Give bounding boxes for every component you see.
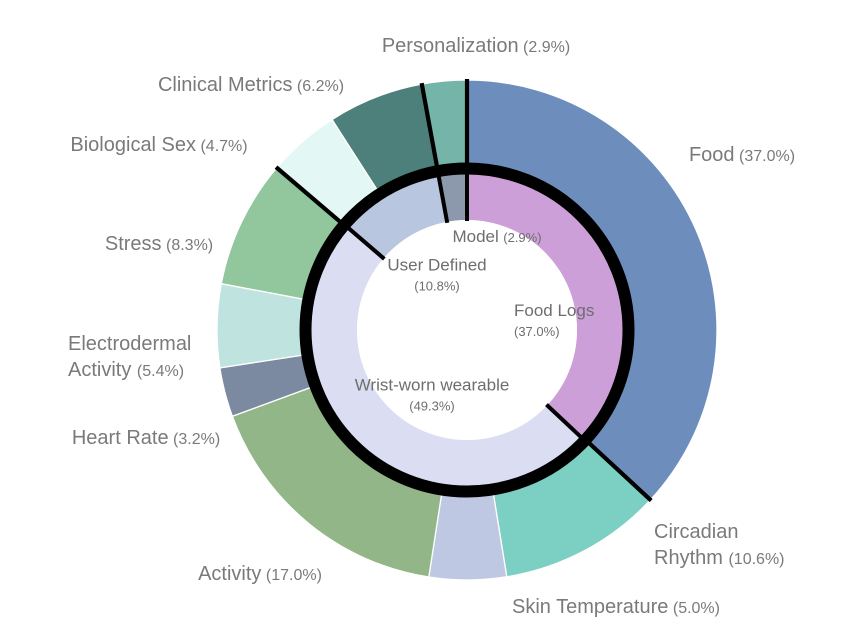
inner-segment-wrist-worn-wearable [309,227,582,488]
circadian-rhythm-name-line1: Circadian [654,519,785,545]
inner-label-user-defined: User Defined (10.8%) [387,255,486,298]
user-defined-pct: (10.8%) [414,279,460,294]
stress-name: Stress [104,233,162,255]
inner-ring-black-border [299,162,635,498]
user-defined-name-line: User Defined [387,255,486,277]
electrodermal-activity-name: Electrodermal [68,333,192,355]
outer-label-activity: Activity (17.0%) [198,561,322,587]
inner-label-model: Model (2.9%) [452,226,541,248]
food-logs-pct-line: (37.0%) [514,322,594,342]
donut-center-hole [357,220,577,440]
personalization-name: Personalization [381,35,519,57]
inner-label-wrist-worn-wearable: Wrist-worn wearable (49.3%) [355,375,510,418]
activity-name: Activity [198,563,262,585]
user-defined-name: User Defined [387,255,487,275]
outer-segment-skin-temperature [428,493,508,581]
outer-label-food: Food (37.0%) [689,142,795,168]
outer-label-circadian-rhythm: Circadian Rhythm (10.6%) [654,519,785,571]
inner-segment-food-logs [467,173,624,438]
outer-label-heart-rate: Heart Rate (3.2%) [72,425,220,451]
outer-group-divider-line-1 [584,438,653,503]
outer-group-divider-line-2 [274,165,346,227]
clinical-metrics-name: Clinical Metrics [157,74,293,96]
heart-rate-name: Heart Rate [71,427,169,449]
clinical-metrics-pct: (6.2%) [296,78,345,95]
food-pct: (37.0%) [739,148,796,165]
outer-label-personalization: Personalization (2.9%) [382,33,570,59]
model-name: Model [452,226,499,246]
outer-label-biological-sex: Biological Sex (4.7%) [70,132,247,158]
electrodermal-activity-pct: (5.4%) [136,363,185,380]
personalization-pct: (2.9%) [523,39,571,56]
inner-segment-user-defined [347,175,448,259]
wrist-worn-wearable-name-line: Wrist-worn wearable [355,375,510,397]
circadian-rhythm-name-line2: Rhythm (10.6%) [654,547,785,569]
wrist-worn-wearable-pct: (49.3%) [409,399,455,414]
food-name: Food [688,144,735,166]
outer-label-skin-temperature: Skin Temperature (5.0%) [512,594,720,620]
activity-pct: (17.0%) [265,567,322,584]
food-logs-name-line: Food Logs [514,300,594,322]
food-logs-name: Food Logs [514,301,595,320]
circadian-rhythm-name: Circadian [654,521,739,543]
outer-label-electrodermal-activity: Electrodermal Activity (5.4%) [68,331,191,383]
heart-rate-pct: (3.2%) [173,431,221,448]
circadian-rhythm-pct: (10.6%) [728,551,785,568]
skin-temperature-name: Skin Temperature [512,596,669,618]
stress-pct: (8.3%) [166,237,214,254]
outer-label-clinical-metrics: Clinical Metrics (6.2%) [158,72,344,98]
wrist-worn-wearable-pct-line: (49.3%) [355,397,510,417]
wrist-worn-wearable-name: Wrist-worn wearable [354,375,510,395]
outer-group-divider-line-3 [419,82,440,172]
biological-sex-pct: (4.7%) [200,138,248,155]
inner-label-food-logs: Food Logs (37.0%) [514,300,594,343]
biological-sex-name: Biological Sex [70,134,197,156]
electrodermal-activity-name-line1: Electrodermal [68,331,191,357]
electrodermal-activity-name-line2: Activity (5.4%) [68,359,185,381]
user-defined-pct-line: (10.8%) [387,277,486,297]
outer-label-stress: Stress (8.3%) [105,231,213,257]
skin-temperature-pct: (5.0%) [672,600,720,617]
model-pct: (2.9%) [503,229,542,245]
food-logs-pct: (37.0%) [514,324,560,340]
